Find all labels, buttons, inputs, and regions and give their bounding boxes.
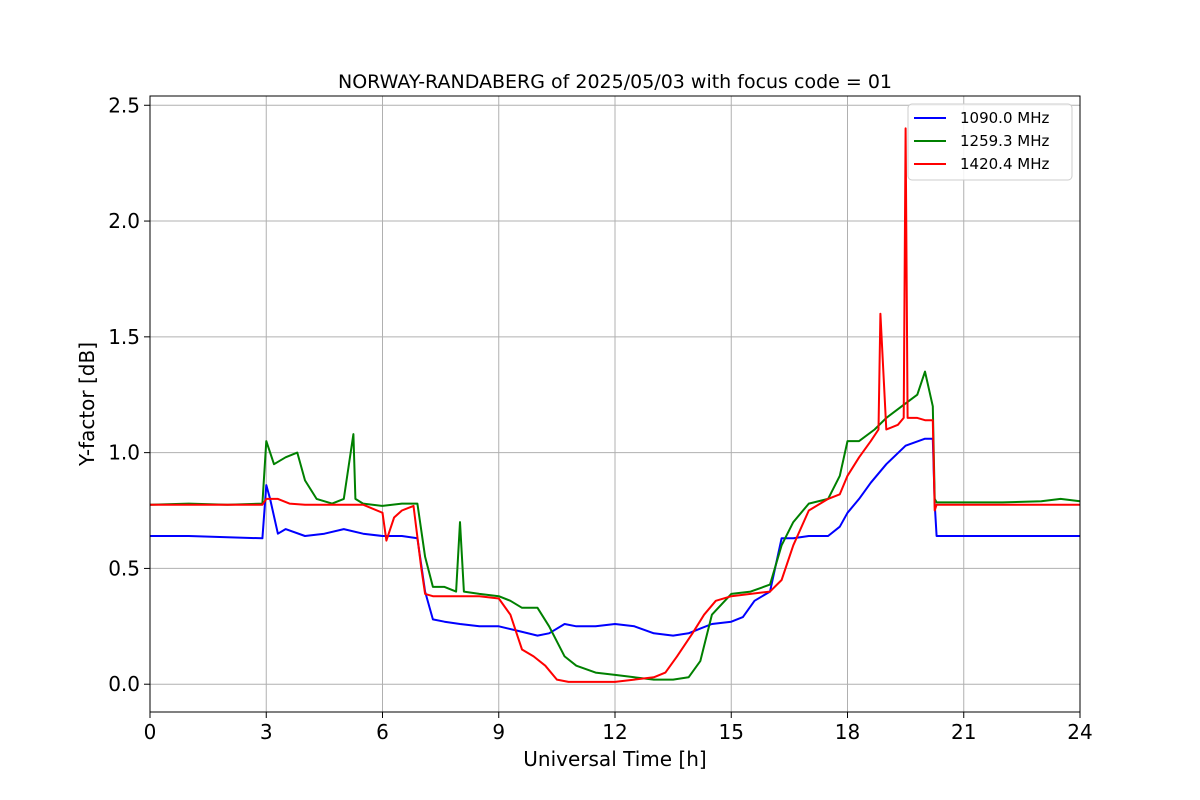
x-tick-label: 24 bbox=[1067, 720, 1092, 744]
x-tick-label: 0 bbox=[144, 720, 157, 744]
legend-label: 1420.4 MHz bbox=[960, 155, 1049, 173]
legend: 1090.0 MHz 1259.3 MHz 1420.4 MHz bbox=[907, 103, 1073, 181]
plot-area bbox=[149, 127, 1081, 683]
x-tick-label: 12 bbox=[602, 720, 627, 744]
chart-title: NORWAY-RANDABERG of 2025/05/03 with focu… bbox=[338, 71, 892, 93]
y-tick-label: 1.5 bbox=[108, 325, 140, 349]
x-tick-label: 18 bbox=[835, 720, 860, 744]
y-axis-label: Y-factor [dB] bbox=[75, 342, 99, 467]
x-tick-label: 15 bbox=[719, 720, 744, 744]
x-tick-label: 21 bbox=[951, 720, 976, 744]
x-tick-label: 3 bbox=[260, 720, 273, 744]
y-tick-label: 1.0 bbox=[108, 441, 140, 465]
y-tick-label: 2.0 bbox=[108, 209, 140, 233]
series-line-3 bbox=[150, 127, 1080, 683]
y-tick-label: 0.5 bbox=[108, 556, 140, 580]
x-tick-label: 9 bbox=[492, 720, 505, 744]
x-axis-label: Universal Time [h] bbox=[523, 747, 706, 771]
y-tick-label: 2.5 bbox=[108, 93, 140, 117]
ticks: 0 3 6 9 12 15 18 21 24 0.0 0.5 1.0 1.5 2.0 2.5 bbox=[108, 93, 1093, 744]
series-line-1 bbox=[150, 437, 1080, 637]
legend-label: 1090.0 MHz bbox=[960, 109, 1049, 127]
legend-box bbox=[907, 103, 1073, 181]
series-line-2 bbox=[149, 370, 1081, 681]
legend-label: 1259.3 MHz bbox=[960, 132, 1049, 150]
x-tick-label: 6 bbox=[376, 720, 389, 744]
y-tick-label: 0.0 bbox=[108, 672, 140, 696]
